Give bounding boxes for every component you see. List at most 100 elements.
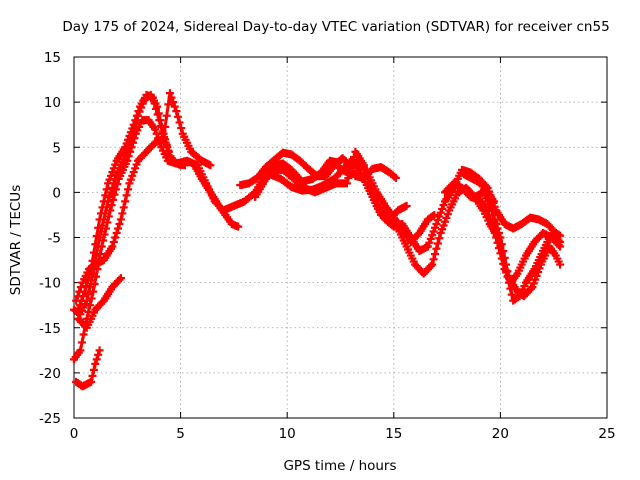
data-point bbox=[73, 292, 82, 301]
data-point bbox=[429, 255, 438, 264]
data-point bbox=[431, 250, 440, 259]
data-point bbox=[497, 240, 506, 249]
y-tick-label: -25 bbox=[39, 411, 61, 427]
data-point bbox=[494, 228, 503, 237]
data-point bbox=[91, 359, 100, 368]
data-point bbox=[92, 231, 101, 240]
data-point bbox=[170, 102, 179, 111]
data-point bbox=[118, 209, 127, 218]
x-tick-label: 0 bbox=[70, 426, 79, 442]
data-point bbox=[94, 350, 103, 359]
data-point bbox=[492, 219, 501, 228]
data-point bbox=[500, 253, 509, 262]
series-3 bbox=[70, 116, 202, 364]
data-point bbox=[108, 242, 117, 251]
series-13 bbox=[347, 156, 439, 247]
data-point bbox=[526, 284, 535, 293]
data-point bbox=[109, 238, 118, 247]
data-point bbox=[94, 223, 103, 232]
data-point bbox=[111, 185, 120, 194]
data-point bbox=[104, 212, 113, 221]
data-point bbox=[107, 201, 116, 210]
data-point bbox=[148, 93, 157, 102]
data-point bbox=[110, 190, 119, 199]
data-point bbox=[89, 365, 98, 374]
data-point bbox=[161, 122, 170, 131]
data-point bbox=[87, 377, 96, 386]
data-point bbox=[124, 152, 133, 161]
data-point bbox=[74, 305, 83, 314]
data-point bbox=[426, 262, 435, 271]
series-2 bbox=[74, 90, 185, 314]
series-6 bbox=[72, 346, 104, 391]
data-point bbox=[100, 230, 109, 239]
data-point bbox=[162, 111, 171, 120]
data-point bbox=[76, 346, 85, 355]
data-point bbox=[101, 191, 110, 200]
data-point bbox=[96, 250, 105, 259]
data-point bbox=[172, 107, 181, 116]
y-tick-label: 10 bbox=[44, 95, 61, 111]
data-point bbox=[98, 203, 107, 212]
y-tick-label: -20 bbox=[39, 366, 61, 382]
data-point bbox=[91, 240, 100, 249]
data-point bbox=[122, 191, 131, 200]
data-point bbox=[134, 107, 143, 116]
plot-frame bbox=[73, 56, 608, 419]
data-point bbox=[127, 143, 136, 152]
data-point bbox=[72, 296, 81, 305]
data-point bbox=[85, 301, 94, 310]
y-tick-label: -15 bbox=[39, 321, 61, 337]
data-point bbox=[116, 274, 125, 283]
data-point bbox=[428, 260, 437, 269]
data-layer bbox=[70, 89, 565, 391]
data-point bbox=[132, 111, 141, 120]
data-point bbox=[206, 161, 215, 170]
data-point bbox=[79, 330, 88, 339]
x-tick-label: 10 bbox=[279, 426, 296, 442]
data-point bbox=[115, 275, 124, 284]
data-point bbox=[97, 242, 106, 251]
data-point bbox=[130, 134, 139, 143]
data-point bbox=[164, 100, 173, 109]
data-point bbox=[75, 301, 84, 310]
data-point bbox=[131, 116, 140, 125]
data-point bbox=[507, 290, 516, 299]
data-point bbox=[99, 236, 108, 245]
data-point bbox=[496, 233, 505, 242]
data-point bbox=[111, 233, 120, 242]
data-point bbox=[115, 219, 124, 228]
data-point bbox=[499, 247, 508, 256]
data-point bbox=[402, 201, 411, 210]
data-point bbox=[129, 120, 138, 129]
data-point bbox=[482, 182, 491, 191]
chart-title: Day 175 of 2024, Sidereal Day-to-day VTE… bbox=[62, 19, 609, 35]
data-point bbox=[95, 215, 104, 224]
data-point bbox=[121, 197, 130, 206]
data-point bbox=[433, 239, 442, 248]
data-point bbox=[490, 215, 499, 224]
data-point bbox=[502, 260, 511, 269]
y-tick-label: 5 bbox=[52, 140, 61, 156]
data-point bbox=[112, 228, 121, 237]
data-point bbox=[430, 210, 439, 219]
y-tick-label: -10 bbox=[39, 276, 61, 292]
data-point bbox=[89, 287, 98, 296]
axis-layer: 0 5 10 15 20 25 -25 -20 -15 -10 -5 0 5 10 15 bbox=[39, 50, 616, 442]
data-point bbox=[124, 185, 133, 194]
data-point bbox=[92, 355, 101, 364]
data-point bbox=[88, 371, 97, 380]
data-point bbox=[165, 89, 174, 98]
series-line bbox=[72, 118, 200, 361]
series-4 bbox=[72, 89, 215, 305]
data-point bbox=[152, 104, 161, 113]
data-point bbox=[156, 121, 165, 130]
series-16 bbox=[470, 188, 565, 301]
data-point bbox=[76, 283, 85, 292]
data-point bbox=[391, 173, 400, 182]
data-point bbox=[167, 93, 176, 102]
data-point bbox=[106, 206, 115, 215]
x-axis-label: GPS time / hours bbox=[283, 458, 396, 474]
x-tick-label: 25 bbox=[598, 426, 615, 442]
